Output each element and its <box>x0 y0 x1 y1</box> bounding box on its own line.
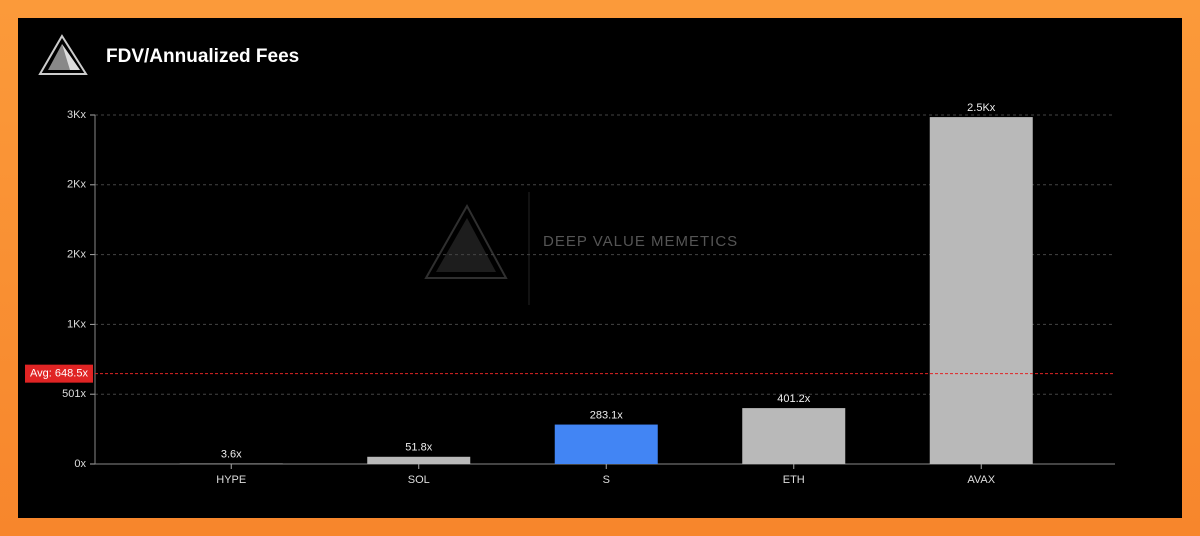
x-tick-label: ETH <box>783 474 805 486</box>
watermark-text: DEEP VALUE MEMETICS <box>543 233 738 250</box>
y-tick-label: 2Kx <box>67 249 86 261</box>
logo <box>38 34 88 75</box>
value-label: 3.6x <box>221 448 242 460</box>
bar <box>929 117 1033 465</box>
bar <box>179 463 283 464</box>
x-tick-label: AVAX <box>967 474 995 486</box>
x-tick-label: S <box>603 474 610 486</box>
value-label: 51.8x <box>405 442 432 454</box>
x-tick-label: HYPE <box>216 474 246 486</box>
bar <box>554 424 658 464</box>
average-label: Avg: 648.5x <box>30 368 88 380</box>
watermark <box>424 192 530 305</box>
chart-title: FDV/Annualized Fees <box>106 46 299 67</box>
x-tick-label: SOL <box>408 474 430 486</box>
average-label-box <box>25 364 93 383</box>
y-tick-label: 0x <box>74 458 86 470</box>
y-tick-label: 501x <box>62 388 86 400</box>
y-tick-label: 1Kx <box>67 318 86 330</box>
bar <box>742 408 846 464</box>
value-label: 401.2x <box>777 393 811 405</box>
y-tick-label: 3Kx <box>67 109 86 121</box>
bar <box>367 456 471 464</box>
value-label: 283.1x <box>590 409 624 421</box>
y-tick-label: 2Kx <box>67 179 86 191</box>
value-label: 2.5Kx <box>967 102 996 114</box>
